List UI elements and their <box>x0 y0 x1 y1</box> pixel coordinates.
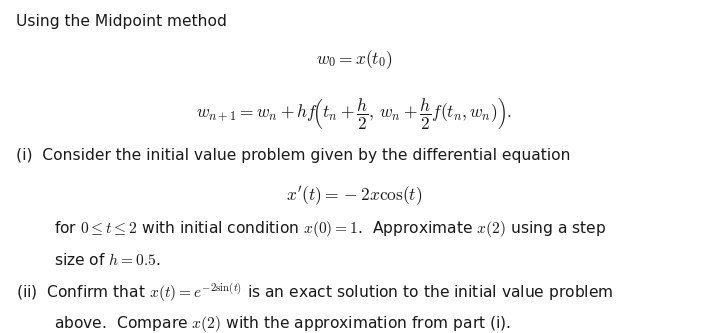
Text: (ii)  Confirm that $x(t) = e^{-2\sin(t)}$ is an exact solution to the initial va: (ii) Confirm that $x(t) = e^{-2\sin(t)}$… <box>16 281 613 304</box>
Text: for $0 \leq t \leq 2$ with initial condition $x(0) = 1$.  Approximate $x(2)$ usi: for $0 \leq t \leq 2$ with initial condi… <box>55 219 607 239</box>
Text: above.  Compare $x(2)$ with the approximation from part (i).: above. Compare $x(2)$ with the approxima… <box>55 314 511 333</box>
Text: (i)  Consider the initial value problem given by the differential equation: (i) Consider the initial value problem g… <box>16 148 571 163</box>
Text: size of $h = 0.5$.: size of $h = 0.5$. <box>55 252 161 268</box>
Text: $w_{n+1} = w_n + hf\!\left(t_n + \dfrac{h}{2},\, w_n + \dfrac{h}{2}f(t_n, w_n)\r: $w_{n+1} = w_n + hf\!\left(t_n + \dfrac{… <box>196 95 512 131</box>
Text: $x^{\prime}(t) = -2x\cos(t)$: $x^{\prime}(t) = -2x\cos(t)$ <box>286 185 422 208</box>
Text: $w_0 = x(t_0)$: $w_0 = x(t_0)$ <box>316 48 392 71</box>
Text: Using the Midpoint method: Using the Midpoint method <box>16 14 227 29</box>
